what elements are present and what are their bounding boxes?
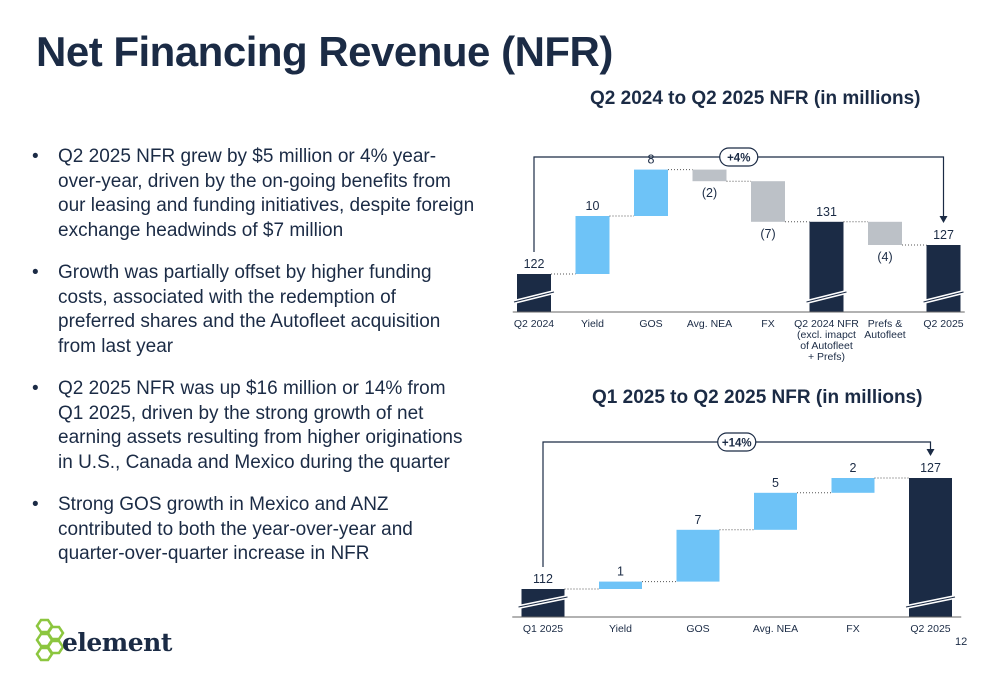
- category-label: of Autofleet: [800, 340, 853, 352]
- arrow-head-icon: [926, 449, 935, 456]
- page-title: Net Financing Revenue (NFR): [36, 28, 613, 75]
- data-label: 10: [586, 199, 600, 213]
- data-label: 122: [524, 257, 545, 271]
- category-label: Yield: [609, 623, 632, 635]
- category-label: (excl. imapct: [797, 329, 856, 341]
- category-label: GOS: [686, 623, 709, 635]
- change-badge: [719, 147, 759, 167]
- data-label: 2: [850, 461, 857, 475]
- bullet-symbol: •: [32, 146, 39, 167]
- category-label: Q2 2024 NFR: [794, 318, 859, 330]
- logo-text: element: [62, 628, 172, 657]
- data-label: 112: [533, 572, 553, 586]
- chart-title-yoy: Q2 2024 to Q2 2025 NFR (in millions): [590, 88, 921, 109]
- axis-break-line: [518, 596, 568, 608]
- bar: [751, 181, 785, 222]
- bullet-item: • Q2 2025 NFR grew by $5 million or 4% ye…: [30, 145, 475, 243]
- category-label: Q2 2024: [514, 318, 554, 330]
- bullet-item: • Growth was partially offset by higher f…: [30, 261, 475, 359]
- change-label: +14%: [722, 438, 752, 450]
- bullet-item: • Strong GOS growth in Mexico and ANZ con…: [30, 493, 475, 567]
- category-label: + Prefs): [808, 351, 845, 363]
- category-label: Yield: [581, 318, 604, 330]
- data-label: 8: [648, 153, 655, 167]
- category-label: GOS: [639, 318, 662, 330]
- change-label: +4%: [727, 153, 750, 165]
- data-label: 127: [933, 228, 954, 242]
- category-label: FX: [761, 318, 774, 330]
- bar: [599, 581, 642, 589]
- data-label: (4): [877, 250, 892, 264]
- data-label: 5: [772, 476, 779, 490]
- bullet-item: • Q2 2025 NFR was up $16 million or 14% f…: [30, 377, 475, 475]
- change-badge: [717, 432, 757, 452]
- bullet-text: Strong GOS growth in Mexico and ANZ cont…: [58, 494, 413, 564]
- data-label: 7: [695, 513, 702, 527]
- category-label: Avg. NEA: [687, 318, 732, 330]
- bar: [575, 216, 610, 274]
- bullet-symbol: •: [32, 494, 39, 515]
- change-bracket: [542, 441, 932, 567]
- hexagon-cluster-icon: [35, 618, 65, 662]
- category-label: Q1 2025: [523, 623, 563, 635]
- bullet-symbol: •: [32, 262, 39, 283]
- axis-break-line: [513, 291, 555, 303]
- data-label: 127: [920, 461, 941, 475]
- bar: [754, 492, 797, 530]
- arrow-head-icon: [939, 216, 948, 223]
- data-label: (2): [702, 186, 717, 200]
- axis-break-line: [905, 596, 956, 608]
- bar: [868, 221, 902, 245]
- bullet-text: Q2 2025 NFR grew by $5 million or 4% yea…: [58, 146, 475, 241]
- bar: [831, 478, 875, 493]
- bullet-text: Growth was partially offset by higher fu…: [58, 262, 441, 357]
- bullet-symbol: •: [32, 378, 39, 399]
- page-number: 12: [955, 636, 968, 648]
- data-label: (7): [760, 227, 775, 241]
- category-label: Q2 2025: [910, 623, 950, 635]
- data-label: 131: [816, 205, 837, 219]
- bar: [634, 169, 668, 216]
- bar: [909, 478, 952, 617]
- category-label: Q2 2025: [923, 318, 963, 330]
- chart-title-qoq: Q1 2025 to Q2 2025 NFR (in millions): [592, 387, 923, 408]
- data-label: 1: [617, 565, 624, 579]
- category-label: Avg. NEA: [753, 623, 798, 635]
- axis-break-line: [806, 291, 847, 303]
- category-label: FX: [846, 623, 859, 635]
- bullet-text: Q2 2025 NFR was up $16 million or 14% fr…: [58, 378, 463, 473]
- bar: [692, 169, 727, 182]
- category-label: Prefs &: [868, 318, 902, 330]
- axis-break-line: [923, 291, 964, 303]
- category-label: Autofleet: [864, 329, 906, 341]
- bar: [676, 529, 720, 582]
- bullet-list: • Q2 2025 NFR grew by $5 million or 4% ye…: [30, 145, 475, 585]
